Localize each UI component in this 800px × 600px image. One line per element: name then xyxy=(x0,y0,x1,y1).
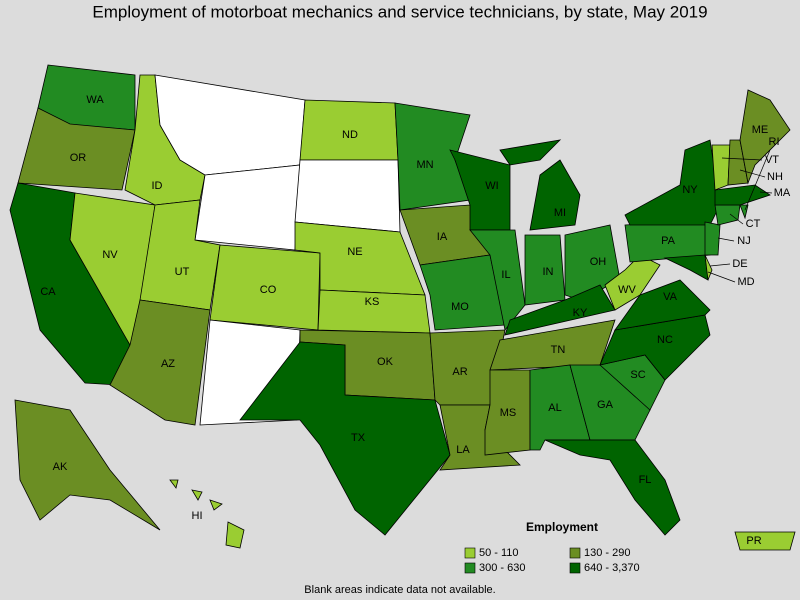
state xyxy=(225,521,245,549)
legend: 50 - 110 130 - 290 300 - 630 640 - 3,370 xyxy=(464,547,640,574)
state-label: MN xyxy=(416,159,433,171)
leader-line xyxy=(739,169,766,178)
state-label: PR xyxy=(746,535,761,547)
state-label: MI xyxy=(554,207,566,219)
state xyxy=(739,204,749,220)
state xyxy=(734,531,796,551)
state xyxy=(704,254,713,281)
state xyxy=(499,139,562,166)
state xyxy=(419,254,506,331)
state xyxy=(704,221,721,256)
state-label: NC xyxy=(657,334,673,346)
state-label: WV xyxy=(618,284,636,296)
state-label: MD xyxy=(737,276,754,288)
state xyxy=(14,399,161,531)
legend-swatch xyxy=(464,562,476,574)
legend-label: 640 - 3,370 xyxy=(584,562,640,574)
state-label: HI xyxy=(192,510,203,522)
state-label: TX xyxy=(351,432,366,444)
state-label: OH xyxy=(590,256,607,268)
state-label: MS xyxy=(500,407,517,419)
state xyxy=(294,159,401,233)
state-label: VA xyxy=(663,291,678,303)
leader-line xyxy=(707,271,736,283)
state-label: KY xyxy=(573,307,588,319)
state-label: MO xyxy=(451,301,469,313)
state xyxy=(169,479,179,489)
legend-title: Employment xyxy=(526,520,598,534)
leader-line xyxy=(717,237,735,242)
state-label: NV xyxy=(102,249,118,261)
state-label: ID xyxy=(152,180,163,192)
state-label: VT xyxy=(765,154,779,166)
leader-line xyxy=(759,191,773,194)
state xyxy=(663,254,709,281)
state xyxy=(714,204,741,226)
state-label: DE xyxy=(732,258,747,270)
state xyxy=(544,439,681,536)
state xyxy=(191,489,203,501)
state-label: MA xyxy=(774,187,791,199)
legend-swatch xyxy=(569,562,581,574)
state xyxy=(529,159,581,231)
state-label: WI xyxy=(485,180,498,192)
legend-swatch xyxy=(464,547,476,559)
state-label: TN xyxy=(551,344,566,356)
state-labels: WA OR CA NV ID UT CO AZ ND NE KS OK TX MN IA MO AR LA WI IL… xyxy=(40,94,791,547)
state-label: ME xyxy=(752,124,769,136)
state-label: WA xyxy=(86,94,104,106)
state xyxy=(604,254,661,311)
state-label: IA xyxy=(437,231,448,243)
state-label: FL xyxy=(639,474,652,486)
state-label: IL xyxy=(501,269,510,281)
footnote: Blank areas indicate data not available. xyxy=(304,584,495,596)
state-label: ND xyxy=(342,129,358,141)
state-label: GA xyxy=(597,399,614,411)
state-label: RI xyxy=(769,136,780,148)
state xyxy=(624,139,721,226)
state-label: NH xyxy=(767,171,783,183)
state xyxy=(739,89,791,185)
state-label: AR xyxy=(452,366,467,378)
state-label: OR xyxy=(70,152,87,164)
state-label: CA xyxy=(40,286,56,298)
leader-line xyxy=(744,149,771,211)
leader-line xyxy=(709,263,731,267)
legend-label: 50 - 110 xyxy=(479,547,519,559)
state-label: UT xyxy=(175,266,190,278)
state xyxy=(239,341,451,536)
state-label: CO xyxy=(260,284,277,296)
legend-label: 300 - 630 xyxy=(479,562,525,574)
state-label: NJ xyxy=(737,235,750,247)
state xyxy=(17,107,136,191)
leader-line xyxy=(721,157,763,161)
state xyxy=(109,299,211,426)
state xyxy=(504,284,616,336)
state-label: AK xyxy=(53,461,68,473)
state-label: IN xyxy=(543,266,554,278)
state xyxy=(194,164,301,251)
state-label: OK xyxy=(377,356,394,368)
legend-swatch xyxy=(569,547,581,559)
state xyxy=(469,229,526,331)
legend-label: 130 - 290 xyxy=(584,547,630,559)
state-label: SC xyxy=(630,369,645,381)
state-label: PA xyxy=(661,235,676,247)
state-label: NE xyxy=(347,246,362,258)
state xyxy=(711,144,731,191)
states xyxy=(9,64,796,551)
state-label: NY xyxy=(682,184,698,196)
state-label: KS xyxy=(365,296,380,308)
state-label: CT xyxy=(746,218,761,230)
state-label: AL xyxy=(548,402,561,414)
state-label: AZ xyxy=(161,358,175,370)
state xyxy=(714,184,771,206)
state xyxy=(614,279,711,331)
leader-line xyxy=(729,213,744,225)
state xyxy=(209,499,223,511)
state-label: LA xyxy=(456,444,470,456)
map-title: Employment of motorboat mechanics and se… xyxy=(92,2,707,21)
